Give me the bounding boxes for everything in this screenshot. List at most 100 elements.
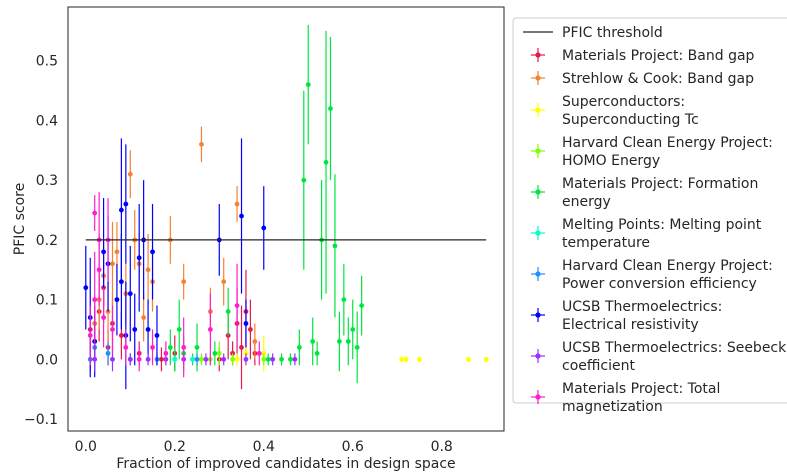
data-point bbox=[403, 356, 409, 362]
legend-label: UCSB Thermoelectrics: Electrical resistiv… bbox=[562, 299, 722, 333]
data-point bbox=[288, 356, 293, 362]
data-point bbox=[181, 279, 187, 285]
x-tick-label: 0.2 bbox=[164, 439, 186, 455]
data-point bbox=[110, 261, 115, 267]
legend-marker bbox=[535, 230, 541, 236]
data-point bbox=[136, 255, 142, 261]
data-point bbox=[172, 356, 178, 362]
legend-marker bbox=[535, 271, 541, 277]
data-point bbox=[87, 333, 93, 338]
data-point bbox=[141, 315, 147, 320]
data-point bbox=[199, 356, 204, 362]
x-tick-label: 0.0 bbox=[75, 439, 97, 455]
data-point bbox=[328, 106, 333, 111]
data-point bbox=[110, 356, 115, 362]
legend-box bbox=[512, 17, 787, 404]
data-point bbox=[83, 285, 89, 291]
legend-marker bbox=[535, 312, 541, 318]
data-point bbox=[92, 297, 98, 303]
data-point bbox=[301, 177, 307, 183]
data-point bbox=[359, 303, 365, 308]
data-point bbox=[105, 350, 111, 356]
data-point bbox=[399, 356, 405, 362]
x-tick-label: 0.8 bbox=[431, 439, 453, 455]
data-point bbox=[239, 213, 244, 219]
data-point bbox=[234, 356, 240, 362]
y-tick-label: 0.0 bbox=[36, 352, 58, 368]
data-point bbox=[154, 333, 160, 338]
y-tick-label: −0.1 bbox=[24, 412, 58, 428]
data-point bbox=[92, 210, 98, 216]
series-4 bbox=[167, 24, 365, 384]
data-point bbox=[314, 350, 320, 356]
data-point bbox=[203, 356, 209, 362]
legend-label: Superconductors: Superconducting Tc bbox=[562, 94, 699, 128]
data-point bbox=[350, 327, 356, 332]
data-point bbox=[310, 339, 316, 344]
data-point bbox=[127, 356, 133, 362]
data-point bbox=[234, 303, 240, 308]
data-point bbox=[176, 327, 182, 332]
series-layer bbox=[83, 24, 489, 390]
data-point bbox=[132, 327, 138, 332]
x-axis-label: Fraction of improved candidates in desig… bbox=[116, 456, 455, 472]
legend-marker bbox=[535, 52, 541, 58]
legend-label: Materials Project: Band gap bbox=[562, 48, 755, 64]
series-5 bbox=[172, 356, 195, 363]
data-point bbox=[127, 291, 133, 297]
data-point bbox=[181, 344, 187, 350]
data-point bbox=[341, 297, 347, 303]
x-tick-label: 0.4 bbox=[253, 439, 275, 455]
data-point bbox=[354, 344, 360, 350]
legend-marker bbox=[535, 189, 541, 195]
data-point bbox=[221, 356, 227, 362]
data-point bbox=[167, 344, 173, 350]
legend-marker bbox=[535, 75, 541, 81]
y-tick-label: 0.1 bbox=[36, 293, 58, 309]
legend-label: Materials Project: Formation energy bbox=[562, 176, 758, 210]
legend-marker bbox=[535, 353, 541, 359]
data-point bbox=[199, 141, 204, 147]
legend-marker bbox=[535, 107, 541, 113]
data-point bbox=[123, 201, 129, 207]
data-point bbox=[252, 339, 258, 344]
data-point bbox=[279, 356, 284, 362]
data-point bbox=[270, 356, 276, 362]
data-point bbox=[466, 356, 471, 362]
data-point bbox=[336, 339, 342, 344]
data-point bbox=[345, 339, 351, 344]
legend: PFIC threshold Materials Project: Band ga… bbox=[512, 17, 787, 415]
data-point bbox=[261, 225, 267, 231]
legend-marker bbox=[535, 394, 541, 400]
legend-label: Harvard Clean Energy Project: Power conve… bbox=[562, 258, 773, 292]
ticks-layer: 0.0 0.2 0.4 0.6 0.8 −0.1 0.0 0.1 0.2 0.3 0.4 0.5 bbox=[24, 54, 453, 455]
data-point bbox=[114, 249, 120, 255]
data-point bbox=[248, 327, 253, 332]
data-point bbox=[101, 315, 106, 320]
data-point bbox=[123, 344, 129, 350]
data-point bbox=[136, 356, 142, 362]
data-point bbox=[221, 279, 227, 285]
legend-items: PFIC threshold Materials Project: Band ga… bbox=[523, 25, 787, 415]
data-point bbox=[417, 356, 422, 362]
x-tick-label: 0.6 bbox=[342, 439, 364, 455]
y-tick-label: 0.2 bbox=[36, 233, 58, 249]
data-point bbox=[194, 344, 200, 350]
data-point bbox=[110, 327, 115, 332]
data-point bbox=[243, 321, 249, 326]
data-point bbox=[96, 267, 102, 273]
legend-label: Harvard Clean Energy Project: HOMO Energy bbox=[562, 135, 773, 169]
data-point bbox=[207, 327, 213, 332]
y-axis-label: PFIC score bbox=[12, 183, 28, 255]
data-point bbox=[190, 356, 195, 362]
data-point bbox=[239, 344, 244, 350]
data-point bbox=[234, 201, 240, 207]
data-point bbox=[243, 356, 249, 362]
plot-frame bbox=[67, 6, 505, 432]
y-tick-label: 0.5 bbox=[36, 54, 58, 70]
data-point bbox=[265, 356, 271, 362]
legend-marker bbox=[535, 148, 541, 154]
data-point bbox=[212, 350, 218, 356]
series-0 bbox=[87, 251, 258, 390]
